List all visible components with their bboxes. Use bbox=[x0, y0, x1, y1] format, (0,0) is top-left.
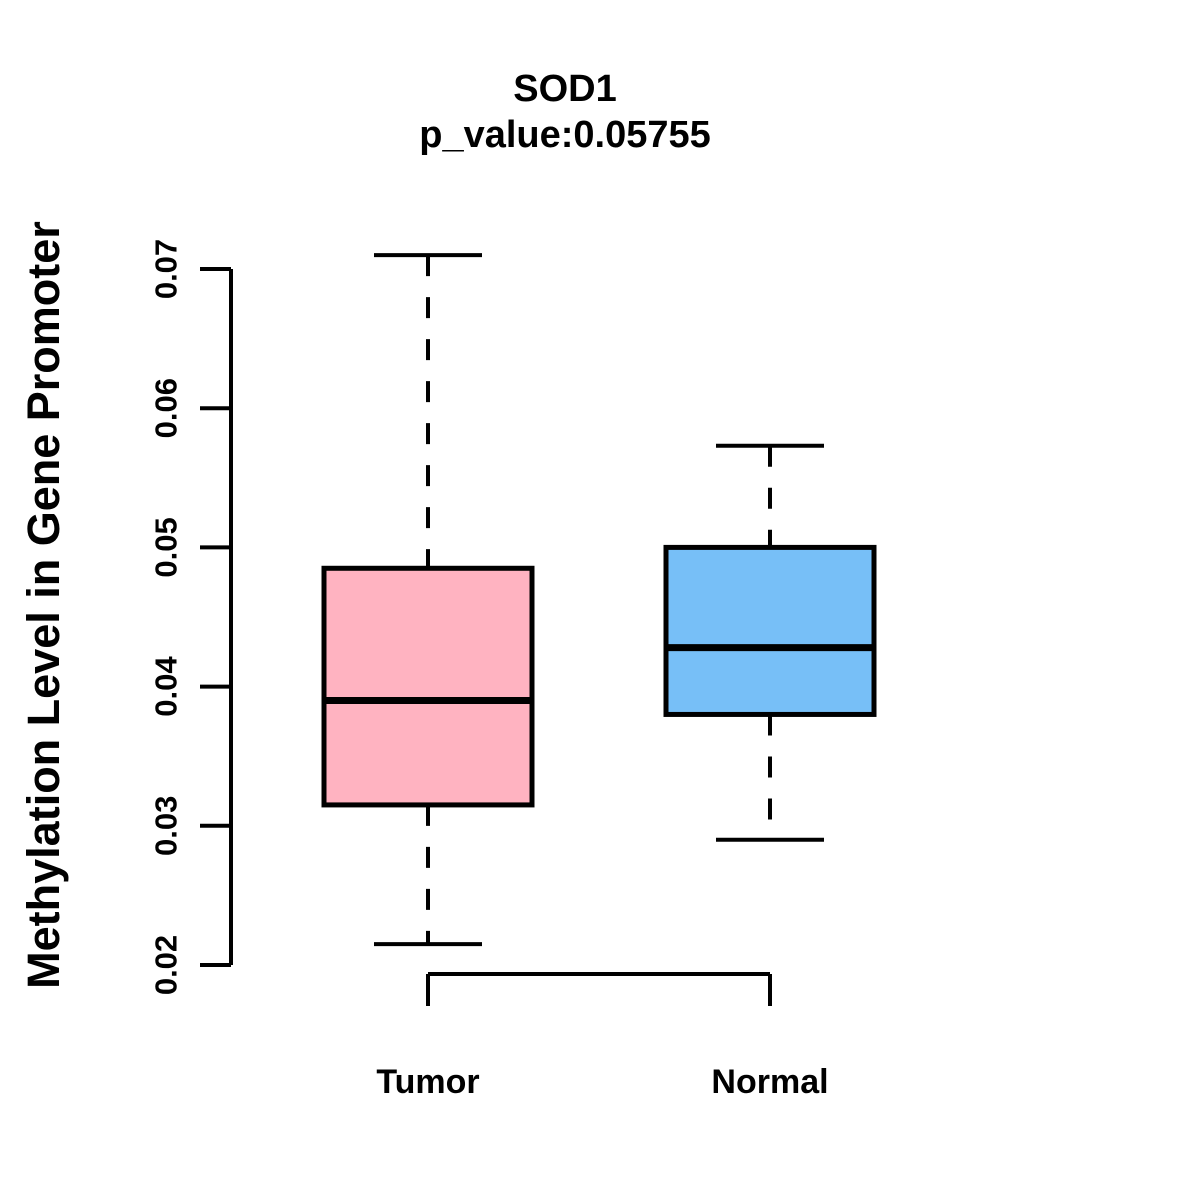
y-tick-label: 0.06 bbox=[149, 378, 184, 438]
chart-title-block: SOD1 p_value:0.05755 bbox=[419, 66, 711, 158]
chart-subtitle: p_value:0.05755 bbox=[419, 114, 711, 156]
y-tick-label: 0.02 bbox=[149, 935, 184, 995]
box-tumor bbox=[321, 565, 535, 808]
y-tick-label: 0.04 bbox=[149, 656, 184, 717]
y-tick-label: 0.07 bbox=[149, 239, 184, 299]
y-tick-label: 0.03 bbox=[149, 796, 184, 856]
box-normal bbox=[663, 544, 877, 717]
x-category-label-normal: Normal bbox=[711, 1063, 828, 1101]
x-category-label-tumor: Tumor bbox=[376, 1063, 479, 1101]
y-tick-label: 0.05 bbox=[149, 517, 184, 577]
chart-title: SOD1 bbox=[513, 68, 617, 110]
y-axis-title: Methylation Level in Gene Promoter bbox=[18, 221, 69, 989]
